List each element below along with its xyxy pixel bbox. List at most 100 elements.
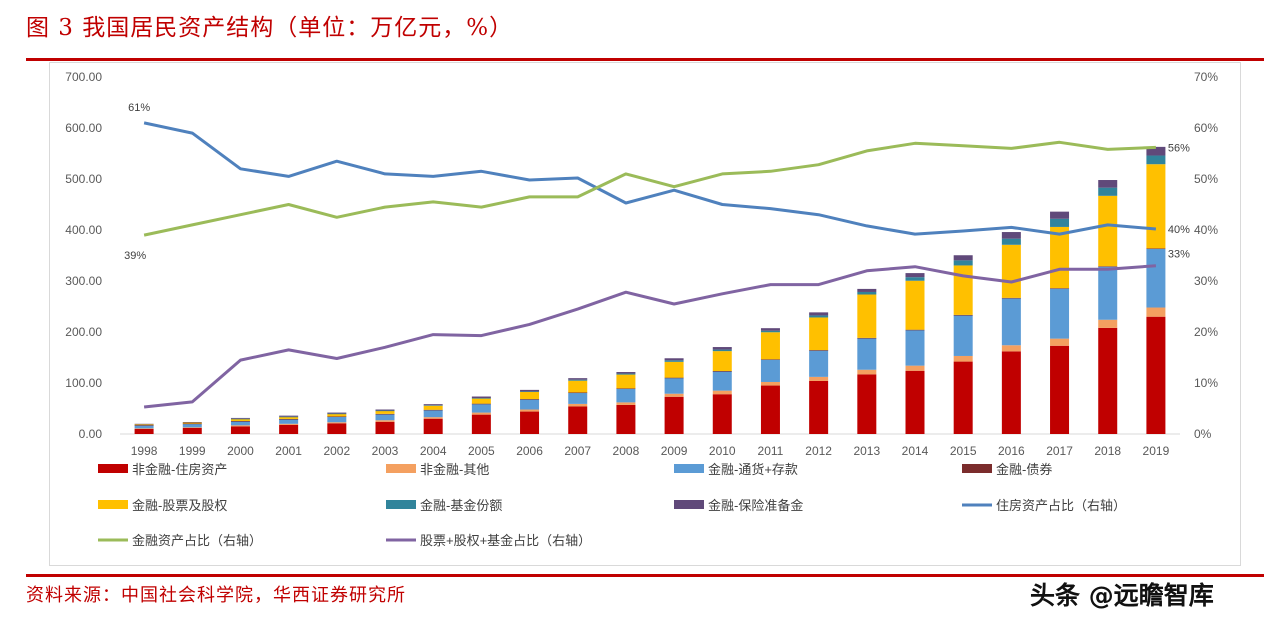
bar-segment-6 (279, 416, 299, 418)
legend-label: 金融-股票及股权 (132, 498, 227, 513)
bar-segment-5 (809, 317, 829, 351)
bar-segment-7 (230, 417, 250, 419)
bar-segment-2 (1098, 319, 1118, 328)
bar-segment-7 (616, 372, 636, 374)
bar-segment-1 (471, 414, 491, 434)
bar-segment-1 (568, 406, 588, 434)
bar-segment-1 (809, 380, 829, 434)
y-right-tick-label: 30% (1194, 274, 1218, 288)
bar-segment-6 (327, 413, 347, 415)
bar-segment-4 (857, 337, 877, 339)
bar-segment-3 (327, 416, 347, 423)
bar-segment-5 (471, 398, 491, 404)
bar-segment-5 (905, 280, 925, 330)
bar-segment-1 (1098, 327, 1118, 434)
x-tick-label: 2002 (323, 444, 350, 458)
y-right-tick-label: 50% (1194, 172, 1218, 186)
x-tick-label: 2018 (1094, 444, 1121, 458)
legend-label: 金融-基金份额 (420, 498, 502, 513)
bar-segment-4 (712, 371, 732, 372)
bar-segment-4 (568, 392, 588, 394)
x-tick-label: 2013 (853, 444, 880, 458)
bar-segment-3 (568, 392, 588, 404)
bar-segment-6 (423, 405, 443, 406)
legend-swatch (98, 500, 128, 509)
bar-segment-2 (279, 423, 299, 425)
bar-segment-3 (857, 338, 877, 370)
bar-segment-2 (1001, 345, 1021, 352)
bar-segment-7 (1146, 146, 1166, 156)
bar-segment-4 (1050, 288, 1070, 289)
y-right-tick-label: 40% (1194, 223, 1218, 237)
bar-segment-7 (375, 409, 395, 411)
bottom-divider (26, 574, 1264, 577)
bar-segment-3 (375, 414, 395, 421)
bar-segment-7 (857, 288, 877, 292)
legend-label: 股票+股权+基金占比（右轴） (420, 533, 591, 548)
legend-swatch (674, 500, 704, 509)
x-tick-label: 2011 (758, 444, 784, 458)
legend-label: 金融-通货+存款 (708, 462, 798, 477)
bar-segment-6 (1050, 218, 1070, 227)
bar-segment-5 (1001, 244, 1021, 298)
bar-segment-6 (568, 379, 588, 381)
bar-segment-4 (953, 314, 973, 316)
bar-segment-2 (712, 390, 732, 395)
bar-segment-5 (760, 332, 780, 360)
y-right-tick-label: 0% (1194, 427, 1212, 441)
legend-swatch (98, 464, 128, 473)
chart-frame: 0.00 100.00 200.00 300.00 400.00 500.00 600.00… (49, 62, 1241, 566)
x-tick-label: 2005 (468, 444, 495, 458)
bar-segment-7 (809, 312, 829, 316)
bar-segment-4 (279, 418, 299, 420)
bar-segment-6 (760, 330, 780, 333)
bar-segment-3 (616, 388, 636, 403)
x-tick-label: 2006 (516, 444, 543, 458)
bar-segment-2 (809, 376, 829, 381)
bar-segment-6 (471, 398, 491, 399)
bar-segment-1 (1050, 345, 1070, 434)
bar-segment-5 (230, 418, 250, 421)
bar-segment-7 (568, 378, 588, 380)
bar-segment-2 (568, 403, 588, 407)
bar-segment-1 (760, 385, 780, 434)
bar-segment-4 (471, 403, 491, 405)
bar-segment-6 (520, 391, 540, 393)
y-right-tick-label: 10% (1194, 376, 1218, 390)
x-tick-label: 1998 (131, 444, 158, 458)
bar-segment-4 (423, 409, 443, 411)
bar-segment-2 (327, 422, 347, 424)
bar-segment-1 (1146, 316, 1166, 434)
bar-segment-5 (568, 380, 588, 393)
bar-segment-6 (616, 373, 636, 375)
bar-segment-3 (664, 377, 684, 394)
bar-segment-7 (664, 358, 684, 361)
legend-swatch (674, 464, 704, 473)
bar-segment-7 (953, 255, 973, 261)
bar-segment-1 (616, 404, 636, 434)
bar-segment-2 (375, 420, 395, 422)
bar-segment-4 (760, 359, 780, 360)
bar-segment-7 (1001, 232, 1021, 239)
bar-segment-6 (230, 418, 250, 420)
bar-segment-6 (905, 277, 925, 281)
watermark: 头条 @远瞻智库 (1030, 581, 1214, 610)
bar-segment-3 (809, 350, 829, 377)
bar-segment-2 (1050, 338, 1070, 346)
bar-segment-1 (134, 428, 154, 434)
legend-swatch (386, 464, 416, 473)
bar-segment-1 (375, 421, 395, 434)
bar-segment-7 (712, 347, 732, 350)
top-divider (26, 58, 1264, 61)
bar-segment-4 (809, 350, 829, 351)
bar-segment-5 (327, 413, 347, 417)
bar-segment-4 (182, 423, 202, 425)
legend-label: 非金融-其他 (420, 462, 489, 477)
y-left-tick-label: 300.00 (65, 274, 102, 288)
x-tick-label: 2017 (1046, 444, 1073, 458)
bar-segment-6 (1001, 238, 1021, 245)
bar-segment-6 (712, 349, 732, 352)
bar-segment-5 (1146, 164, 1166, 249)
bar-segment-5 (1098, 195, 1118, 267)
bar-segment-5 (279, 416, 299, 419)
